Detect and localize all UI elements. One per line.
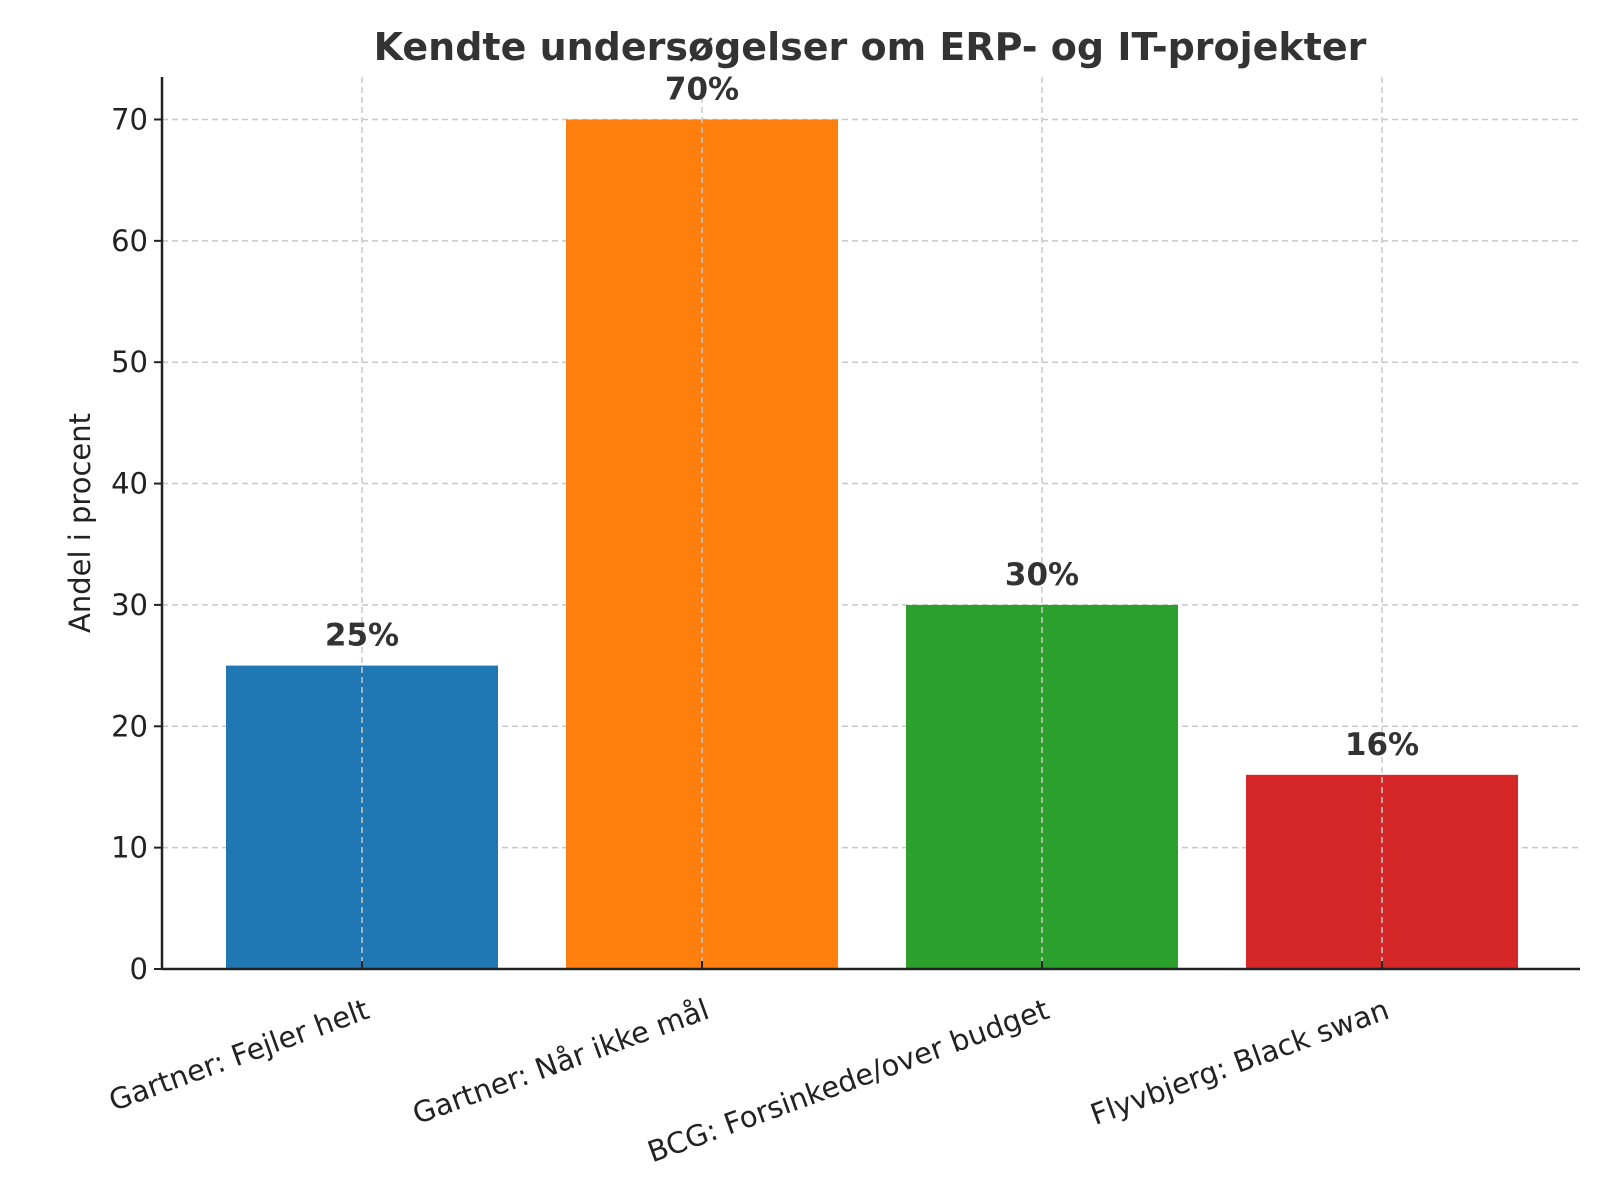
y-tick-label: 70: [111, 102, 148, 136]
y-tick-label: 60: [111, 224, 148, 258]
y-tick-label: 30: [111, 588, 148, 622]
y-axis-label: Andel i procent: [63, 413, 97, 633]
axes: [154, 77, 1580, 971]
data-label: 30%: [1005, 557, 1079, 593]
x-tick-label: Flyvbjerg: Black swan: [1086, 992, 1393, 1132]
vertical-gridlines: [361, 77, 1383, 969]
data-label: 16%: [1345, 727, 1419, 763]
y-tick-label: 10: [111, 831, 148, 865]
x-tick-label: Gartner: Når ikke mål: [408, 992, 713, 1131]
bars: [226, 119, 1518, 969]
data-label: 70%: [665, 71, 739, 107]
y-tick-label: 20: [111, 709, 148, 743]
data-label: 25%: [325, 618, 399, 654]
x-tick-label: Gartner: Fejler helt: [104, 992, 373, 1118]
y-tick-labels: 0 10 20 30 40 50 60 70: [111, 102, 148, 986]
data-labels: 25% 70% 30% 16%: [325, 71, 1419, 762]
y-tick-label: 0: [130, 952, 148, 986]
y-tick-label: 50: [111, 345, 148, 379]
y-tick-label: 40: [111, 467, 148, 501]
chart-title: Kendte undersøgelser om ERP- og IT-proje…: [374, 25, 1367, 69]
x-tick-labels: Gartner: Fejler helt Gartner: Når ikke må…: [104, 992, 1393, 1169]
